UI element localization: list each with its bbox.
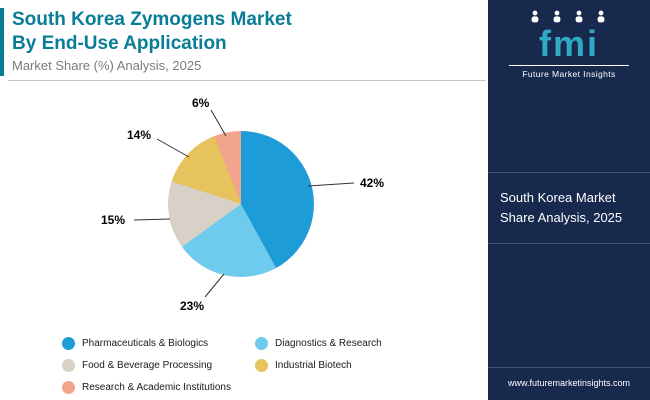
logo-people-icons (531, 10, 605, 23)
legend-dot-food-beverage (62, 358, 75, 372)
header-divider (8, 80, 486, 81)
logo-underline (509, 65, 629, 66)
page-title-line1: South Korea Zymogens Market (12, 9, 292, 30)
header-accent-bar (0, 8, 4, 76)
legend-item: Industrial Biotech (255, 354, 382, 376)
legend-item: Food & Beverage Processing (62, 354, 231, 376)
pie-value-label: 23% (180, 299, 205, 313)
legend-label: Food & Beverage Processing (82, 359, 213, 371)
pie-chart (168, 131, 314, 277)
legend-label: Diagnostics & Research (275, 337, 382, 349)
legend-item: Diagnostics & Research (255, 332, 382, 354)
legend-label: Industrial Biotech (275, 359, 352, 371)
pie-value-label: 14% (127, 128, 152, 142)
pie-value-label: 6% (192, 96, 210, 110)
brand-sidebar: fmi Future Market Insights South Korea M… (488, 0, 650, 400)
sidebar-callout: South Korea Market Share Analysis, 2025 (488, 172, 650, 245)
legend-label: Pharmaceuticals & Biologics (82, 337, 209, 349)
page-subtitle: Market Share (%) Analysis, 2025 (12, 58, 202, 73)
legend-dot-diagnostics (255, 336, 268, 350)
legend-dot-industrial-biotech (255, 358, 268, 372)
legend-label: Research & Academic Institutions (82, 381, 231, 393)
logo-text: fmi (539, 23, 599, 64)
pie-value-label: 15% (101, 213, 126, 227)
page-title: South Korea Zymogens Market By End-Use A… (12, 8, 292, 57)
fmi-logo: fmi Future Market Insights (488, 0, 650, 79)
page-title-line2: By End-Use Application (12, 33, 227, 55)
legend-dot-research-academic (62, 380, 75, 394)
legend-dot-pharmaceuticals (62, 336, 75, 350)
legend-column-1: Pharmaceuticals & Biologics Food & Bever… (62, 332, 231, 398)
legend-item: Research & Academic Institutions (62, 376, 231, 398)
legend-item: Pharmaceuticals & Biologics (62, 332, 231, 354)
logo-caption: Future Market Insights (522, 69, 616, 79)
pie-value-label: 42% (360, 176, 385, 190)
website-url: www.futuremarketinsights.com (488, 367, 650, 400)
legend-column-2: Diagnostics & Research Industrial Biotec… (255, 332, 382, 376)
